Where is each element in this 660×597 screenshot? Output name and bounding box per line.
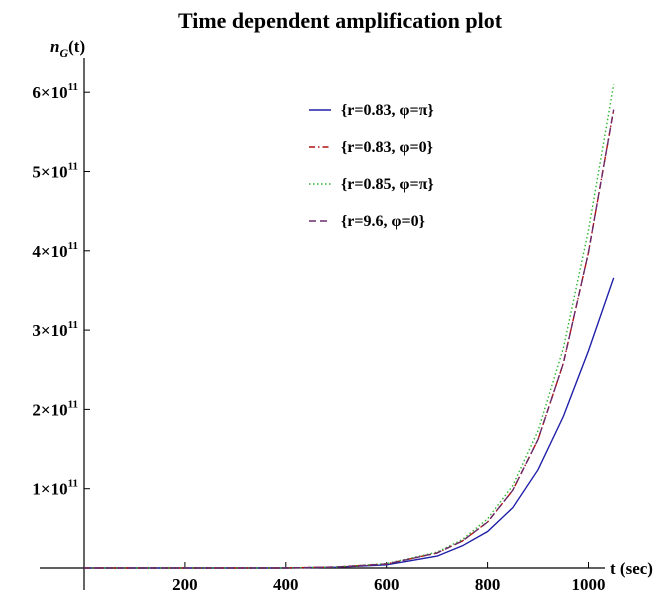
series-line-2 <box>84 84 615 569</box>
x-tick-label-1: 400 <box>273 575 299 594</box>
x-ticks: 200 400 600 800 1000 <box>172 562 606 594</box>
y-tick-label-2: 3×1011 <box>32 319 78 340</box>
x-axis-label: t (sec) <box>610 559 653 578</box>
x-tick-label-3: 800 <box>475 575 501 594</box>
legend-label-1: {r=0.83, φ=0} <box>341 139 433 156</box>
chart-title: Time dependent amplification plot <box>178 8 503 33</box>
series-line-0 <box>84 277 615 569</box>
y-tick-label-5: 6×1011 <box>32 81 78 102</box>
y-tick-label-1: 2×1011 <box>32 398 78 419</box>
legend: {r=0.83, φ=π} {r=0.83, φ=0} {r=0.85, φ=π} {… <box>309 102 434 230</box>
series-layer <box>84 84 615 569</box>
legend-label-2: {r=0.85, φ=π} <box>341 176 434 193</box>
y-axis-label: nG(t) <box>50 37 85 60</box>
y-tick-label-4: 5×1011 <box>32 161 78 182</box>
x-tick-label-2: 600 <box>374 575 400 594</box>
y-tick-label-3: 4×1011 <box>32 240 78 261</box>
legend-label-3: {r=9.6, φ=0} <box>341 213 425 230</box>
legend-label-0: {r=0.83, φ=π} <box>341 102 434 119</box>
series-line-1 <box>84 109 615 569</box>
y-tick-label-0: 1×1011 <box>32 478 78 499</box>
x-tick-label-4: 1000 <box>572 575 606 594</box>
x-tick-label-0: 200 <box>172 575 198 594</box>
y-ticks: 1×1011 2×1011 3×1011 4×1011 5×1011 6×1011 <box>32 81 90 499</box>
series-line-3 <box>84 109 615 569</box>
